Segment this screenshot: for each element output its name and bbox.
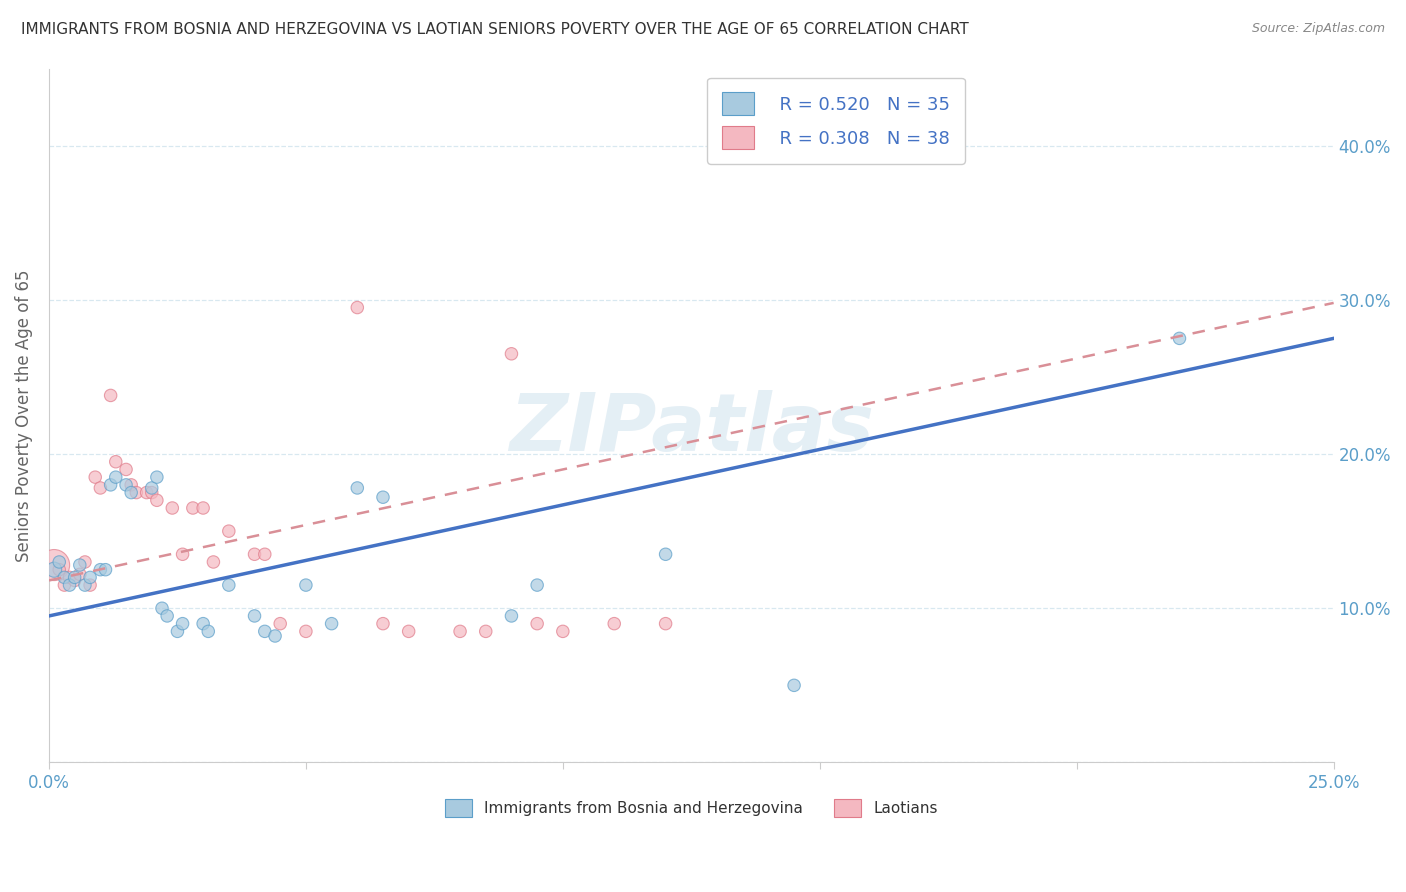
Point xyxy=(371,490,394,504)
Point xyxy=(79,578,101,592)
Point xyxy=(146,493,169,508)
Point xyxy=(42,558,65,572)
Point xyxy=(115,462,138,476)
Point xyxy=(146,470,169,484)
Point xyxy=(783,678,806,692)
Point xyxy=(346,301,368,315)
Point xyxy=(141,481,163,495)
Point xyxy=(346,481,368,495)
Point xyxy=(48,563,70,577)
Point xyxy=(150,601,173,615)
Point xyxy=(202,555,225,569)
Point xyxy=(253,624,276,639)
Point xyxy=(73,578,96,592)
Point xyxy=(69,558,91,572)
Point xyxy=(156,609,179,624)
Point xyxy=(166,624,188,639)
Point xyxy=(295,578,318,592)
Point xyxy=(94,563,117,577)
Point xyxy=(89,563,111,577)
Point xyxy=(603,616,626,631)
Point xyxy=(191,616,214,631)
Point xyxy=(197,624,219,639)
Point xyxy=(141,485,163,500)
Point xyxy=(654,547,676,561)
Point xyxy=(58,570,80,584)
Point xyxy=(69,567,91,582)
Point xyxy=(63,570,86,584)
Point xyxy=(181,501,204,516)
Point xyxy=(63,574,86,588)
Point xyxy=(100,388,122,402)
Point xyxy=(104,470,127,484)
Point xyxy=(501,347,523,361)
Point xyxy=(551,624,574,639)
Point xyxy=(104,455,127,469)
Point xyxy=(162,501,184,516)
Point xyxy=(172,616,194,631)
Point xyxy=(42,563,65,577)
Point xyxy=(120,478,142,492)
Point xyxy=(264,629,287,643)
Point xyxy=(295,624,318,639)
Point xyxy=(654,616,676,631)
Y-axis label: Seniors Poverty Over the Age of 65: Seniors Poverty Over the Age of 65 xyxy=(15,269,32,562)
Text: ZIPatlas: ZIPatlas xyxy=(509,391,873,468)
Point xyxy=(449,624,471,639)
Point xyxy=(73,555,96,569)
Point xyxy=(501,609,523,624)
Point xyxy=(371,616,394,631)
Text: IMMIGRANTS FROM BOSNIA AND HERZEGOVINA VS LAOTIAN SENIORS POVERTY OVER THE AGE O: IMMIGRANTS FROM BOSNIA AND HERZEGOVINA V… xyxy=(21,22,969,37)
Point xyxy=(79,570,101,584)
Point xyxy=(115,478,138,492)
Point xyxy=(135,485,157,500)
Point xyxy=(269,616,291,631)
Text: Source: ZipAtlas.com: Source: ZipAtlas.com xyxy=(1251,22,1385,36)
Point xyxy=(243,609,266,624)
Point xyxy=(172,547,194,561)
Point xyxy=(218,524,240,538)
Point xyxy=(1168,331,1191,345)
Point xyxy=(53,570,76,584)
Point xyxy=(89,481,111,495)
Point xyxy=(120,485,142,500)
Point xyxy=(84,470,107,484)
Point xyxy=(253,547,276,561)
Point xyxy=(58,578,80,592)
Point xyxy=(191,501,214,516)
Point xyxy=(125,485,148,500)
Point xyxy=(48,555,70,569)
Point xyxy=(474,624,496,639)
Point xyxy=(243,547,266,561)
Point xyxy=(53,578,76,592)
Point xyxy=(218,578,240,592)
Point xyxy=(100,478,122,492)
Legend: Immigrants from Bosnia and Herzegovina, Laotians: Immigrants from Bosnia and Herzegovina, … xyxy=(437,791,946,824)
Point xyxy=(321,616,343,631)
Point xyxy=(526,616,548,631)
Point xyxy=(398,624,420,639)
Point xyxy=(526,578,548,592)
